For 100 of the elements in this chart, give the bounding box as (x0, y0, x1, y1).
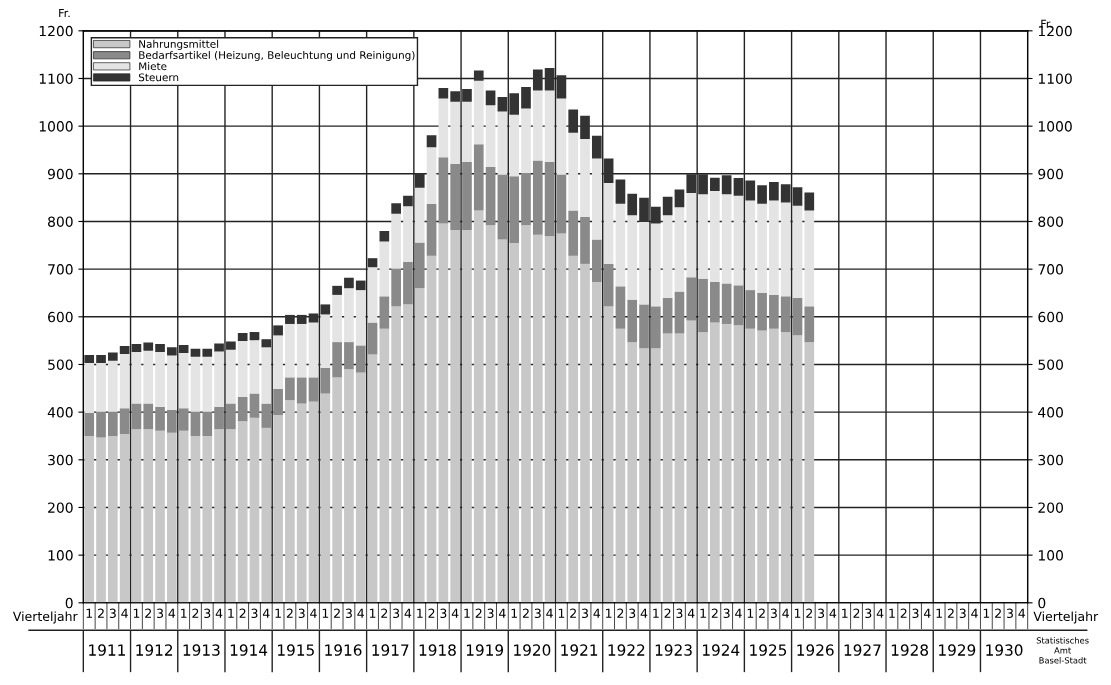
bar (521, 225, 531, 603)
x-tick-label: 3 (109, 608, 116, 619)
text: 1928 (891, 644, 929, 656)
bar (155, 430, 165, 603)
bar (202, 348, 213, 357)
bar (792, 297, 803, 336)
x-tick-label: 4 (499, 608, 506, 618)
bar (296, 323, 307, 378)
text: 1929 (939, 644, 976, 656)
bar (414, 288, 425, 603)
bar (651, 306, 661, 349)
text: 1923 (655, 644, 692, 656)
bar (178, 344, 189, 354)
bar (462, 161, 472, 231)
bar (379, 328, 390, 603)
text: 1915 (278, 644, 314, 656)
bar (308, 377, 319, 402)
bar (178, 430, 189, 603)
bar (769, 328, 779, 603)
bar (367, 322, 378, 355)
bar (544, 236, 555, 603)
x-tick-label: 1 (275, 608, 281, 618)
x-tick-label: 3 (581, 608, 588, 619)
x-tick-label: 3 (959, 608, 966, 619)
x-tick-label: 1 (133, 608, 140, 618)
bar (686, 192, 697, 278)
bar (556, 174, 567, 234)
bar (804, 342, 815, 603)
bar (591, 239, 602, 283)
x-tick-label: 3 (157, 608, 164, 619)
x-tick-label: 3 (440, 608, 447, 619)
bar (308, 401, 319, 603)
x-tick-label: 4 (546, 608, 553, 618)
bar (237, 333, 248, 342)
bar (426, 147, 437, 204)
bar (214, 429, 224, 603)
bar (143, 350, 154, 404)
bar (96, 363, 106, 412)
bar (261, 339, 272, 348)
x-tick-label: 3 (723, 608, 730, 619)
x-tick-label: 1 (511, 608, 518, 618)
bar (367, 354, 378, 603)
bar (119, 353, 130, 409)
bar (344, 342, 354, 370)
bar (344, 369, 354, 603)
bar (473, 144, 484, 211)
bar (591, 158, 602, 240)
x-tick-label: 2 (286, 608, 293, 618)
bar (568, 132, 579, 211)
text: 1912 (136, 644, 173, 656)
bar (214, 406, 224, 430)
bar (745, 200, 756, 291)
bar (273, 335, 283, 389)
x-tick-label: 2 (145, 608, 151, 618)
x-tick-label: 1 (86, 608, 93, 618)
bar (509, 176, 520, 243)
bar (131, 403, 142, 430)
bar (698, 278, 708, 333)
text: 1919 (466, 644, 504, 656)
bar (686, 174, 697, 193)
legend-label: Nahrungsmittel (139, 39, 219, 50)
x-tick-label: 4 (404, 608, 412, 618)
bar (273, 415, 283, 603)
bar (473, 210, 484, 603)
x-tick-label: 4 (876, 608, 884, 618)
bar (226, 403, 236, 430)
x-tick-label: 4 (829, 608, 837, 618)
x-tick-label: 1 (936, 608, 942, 618)
bar (450, 101, 460, 164)
bar (757, 292, 767, 331)
bar (698, 194, 708, 279)
x-tick-label: 1 (842, 608, 848, 618)
bar (627, 299, 638, 343)
y2-tick-label: 100 (1038, 550, 1063, 561)
text: 1917 (372, 644, 409, 656)
bar (757, 203, 767, 293)
bar (485, 90, 496, 106)
x-tick-label: 4 (923, 608, 931, 618)
bar (662, 333, 673, 603)
y-tick-label: 0 (65, 597, 73, 609)
x-tick-label: 3 (393, 608, 400, 619)
bar (710, 282, 720, 323)
x-tick-label: 2 (759, 608, 765, 618)
bar (804, 210, 815, 307)
bar (627, 215, 638, 300)
bar (178, 353, 189, 409)
bar (615, 286, 626, 329)
bar (249, 332, 260, 341)
x-tick-label: 1 (606, 608, 612, 618)
bar (438, 223, 449, 603)
bar (615, 179, 626, 204)
x-tick-label: 2 (381, 608, 388, 618)
bar (580, 115, 590, 140)
x-tick-label: 2 (192, 608, 199, 618)
x-tick-label: 3 (204, 608, 211, 619)
x-tick-label: 2 (522, 608, 529, 618)
bar (155, 406, 165, 431)
bar (532, 69, 543, 91)
bar (710, 322, 720, 603)
bar (320, 367, 331, 394)
